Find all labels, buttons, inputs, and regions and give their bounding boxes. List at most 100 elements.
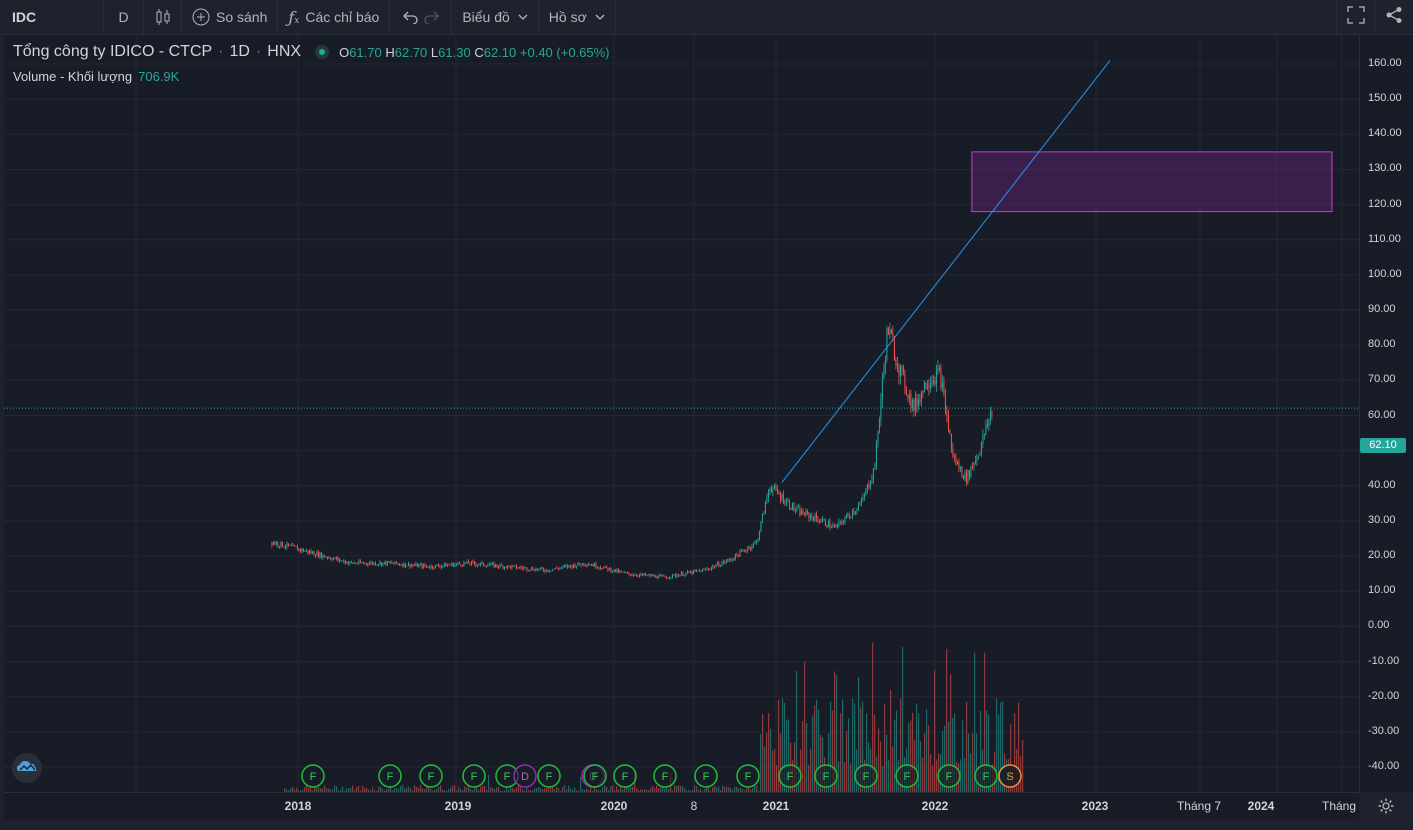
price-candle-body xyxy=(280,541,282,547)
price-candle-body xyxy=(788,500,790,508)
price-candle-body xyxy=(563,565,565,567)
price-candle-body xyxy=(319,552,321,557)
volume-bar xyxy=(756,785,758,792)
volume-bar xyxy=(444,790,446,792)
logo-button[interactable] xyxy=(12,753,42,783)
chart-menu-button[interactable]: Biểu đồ xyxy=(452,0,539,34)
volume-bar xyxy=(866,713,868,792)
settings-gear-icon[interactable] xyxy=(1378,798,1394,819)
volume-bar xyxy=(356,787,358,792)
volume-bar xyxy=(506,786,508,792)
volume-bar xyxy=(752,788,754,792)
price-candle-body xyxy=(505,566,507,568)
volume-bar xyxy=(988,714,990,792)
volume-bar xyxy=(424,789,426,792)
indicators-button[interactable]: ƒx Các chỉ báo xyxy=(278,0,391,34)
price-candle-body xyxy=(527,570,529,572)
volume-bar xyxy=(808,765,810,792)
price-candle-body xyxy=(619,571,621,573)
chart-style-button[interactable] xyxy=(144,0,182,34)
chevron-down-icon xyxy=(518,14,528,20)
undo-icon[interactable] xyxy=(402,10,419,24)
chart-pane[interactable]: FFFFFDFDFFFFFFFFFFFFS xyxy=(4,35,1359,792)
price-candle-body xyxy=(539,567,541,569)
profile-menu-button[interactable]: Hồ sơ xyxy=(539,0,616,34)
symbol-label: IDC xyxy=(12,9,37,25)
market-status-icon[interactable] xyxy=(315,45,330,59)
price-candle-body xyxy=(371,562,373,565)
price-candle-body xyxy=(964,472,966,479)
price-candle-body xyxy=(553,568,555,570)
volume-bar xyxy=(674,785,676,792)
price-chart[interactable]: FFFFFDFDFFFFFFFFFFFFS xyxy=(4,35,1359,792)
price-candle-body xyxy=(965,472,967,483)
volume-bar xyxy=(654,787,656,792)
price-candle-body xyxy=(839,520,841,522)
price-candle-body xyxy=(773,485,775,489)
event-marker-label: F xyxy=(592,771,599,783)
volume-bar xyxy=(366,788,368,792)
price-candle-body xyxy=(625,572,627,574)
price-candle-body xyxy=(409,563,411,567)
price-candle-body xyxy=(893,340,895,360)
price-candle-body xyxy=(743,550,745,551)
price-candle-body xyxy=(365,563,367,565)
volume-bar xyxy=(476,787,478,792)
price-candle-body xyxy=(610,568,612,572)
volume-bar xyxy=(616,786,618,792)
volume-bar xyxy=(968,733,970,792)
volume-bar xyxy=(364,788,366,792)
interval-button[interactable]: D xyxy=(104,0,144,34)
price-candle-body xyxy=(896,364,898,367)
price-candle-body xyxy=(734,553,736,560)
symbol-search[interactable]: IDC xyxy=(0,0,104,34)
price-candle-body xyxy=(653,575,655,577)
price-candle-body xyxy=(796,507,798,511)
volume-bar xyxy=(858,677,860,792)
volume-bar xyxy=(760,734,762,792)
price-candle-body xyxy=(895,359,897,365)
volume-bar xyxy=(712,787,714,792)
volume-legend: Volume - Khối lượng 706.9K xyxy=(13,69,179,84)
price-candle-body xyxy=(898,366,900,376)
volume-bar xyxy=(974,652,976,792)
price-candle-body xyxy=(497,566,499,568)
volume-bar xyxy=(842,699,844,792)
share-button[interactable] xyxy=(1374,0,1413,34)
time-axis[interactable]: 2018 2019 2020 8 2021 2022 2023 Tháng 7 2024 Thán… xyxy=(4,792,1359,821)
volume-value: 706.9K xyxy=(138,69,180,84)
share-icon xyxy=(1385,6,1403,29)
candlestick-icon xyxy=(155,8,171,26)
volume-bar xyxy=(560,790,562,792)
chart-menu-label: Biểu đồ xyxy=(462,9,510,25)
price-candle-body xyxy=(283,546,285,548)
price-candle-body xyxy=(658,575,660,579)
price-candle-body xyxy=(737,555,739,557)
price-candle-body xyxy=(862,497,864,501)
redo-icon[interactable] xyxy=(423,10,439,24)
price-candle-body xyxy=(443,563,445,566)
price-candle-body xyxy=(271,542,273,545)
price-candle-body xyxy=(382,562,384,566)
volume-bar xyxy=(490,787,492,792)
price-candle-body xyxy=(698,570,700,572)
price-axis[interactable]: 160.00 150.00 140.00 130.00 120.00 110.00 100.… xyxy=(1359,35,1413,792)
price-candle-body xyxy=(466,561,468,564)
volume-bar xyxy=(924,733,926,792)
volume-bar xyxy=(1018,702,1020,792)
price-candle-body xyxy=(935,371,937,385)
volume-bar xyxy=(660,787,662,792)
fullscreen-button[interactable] xyxy=(1336,0,1374,34)
volume-bar xyxy=(1014,713,1016,792)
price-candle-body xyxy=(775,485,777,489)
volume-bar xyxy=(926,709,928,792)
volume-bar xyxy=(336,786,338,792)
volume-bar xyxy=(640,789,642,792)
compare-button[interactable]: So sánh xyxy=(182,0,279,34)
volume-bar xyxy=(676,786,678,792)
volume-bar xyxy=(812,715,814,792)
price-candle-body xyxy=(356,563,358,565)
price-candle-body xyxy=(943,382,945,394)
event-marker xyxy=(462,764,486,788)
price-candle-body xyxy=(677,575,679,577)
